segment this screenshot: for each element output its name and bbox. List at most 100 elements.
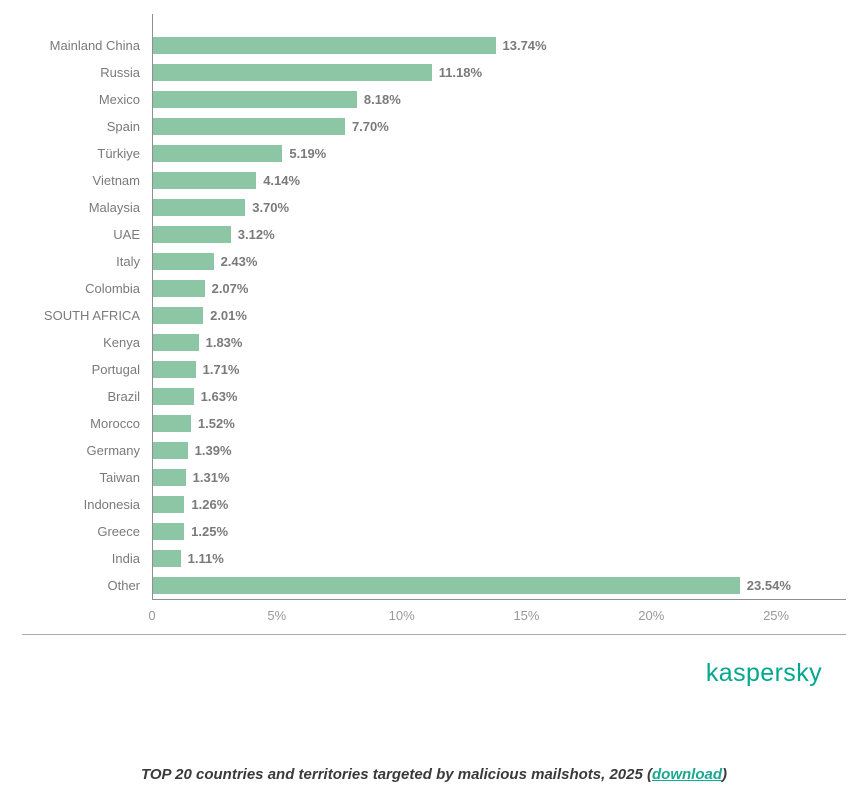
value-label: 1.52% xyxy=(197,416,235,431)
category-label: Morocco xyxy=(90,416,140,431)
bar xyxy=(153,469,186,486)
bar xyxy=(153,118,345,135)
category-label: Vietnam xyxy=(92,173,140,188)
bar xyxy=(153,523,185,540)
bar-row: SOUTH AFRICA 2.01% xyxy=(22,302,846,329)
category-label: Germany xyxy=(86,443,140,458)
category-label: Kenya xyxy=(103,335,140,350)
bar-row: Germany 1.39% xyxy=(22,437,846,464)
value-label: 23.54% xyxy=(746,578,791,593)
value-label: 4.14% xyxy=(263,173,301,188)
bar xyxy=(153,199,246,216)
download-link[interactable]: download xyxy=(652,766,722,783)
caption-text-before: TOP 20 countries and territories targete… xyxy=(140,766,652,783)
x-tick-label: 25% xyxy=(763,608,790,623)
category-label: Russia xyxy=(100,65,140,80)
bar xyxy=(153,577,740,594)
value-label: 1.26% xyxy=(191,497,229,512)
x-axis: 0 5% 10% 15% 20% 25% xyxy=(148,600,846,628)
bar-row: Mexico 8.18% xyxy=(22,86,846,113)
category-label: Spain xyxy=(106,119,140,134)
bar xyxy=(153,307,204,324)
category-label: India xyxy=(111,551,140,566)
bar xyxy=(153,442,188,459)
bar xyxy=(153,64,432,81)
bar-row: Italy 2.43% xyxy=(22,248,846,275)
bar-row: Spain 7.70% xyxy=(22,113,846,140)
value-label: 5.19% xyxy=(289,146,327,161)
value-label: 1.71% xyxy=(202,362,240,377)
bar-row: Kenya 1.83% xyxy=(22,329,846,356)
bar-row: UAE 3.12% xyxy=(22,221,846,248)
bar xyxy=(153,172,257,189)
bar xyxy=(153,145,283,162)
bar xyxy=(153,280,205,297)
value-label: 1.25% xyxy=(191,524,229,539)
value-label: 13.74% xyxy=(502,38,547,53)
bar-row: Türkiye 5.19% xyxy=(22,140,846,167)
value-label: 1.31% xyxy=(192,470,230,485)
bar-row: Greece 1.25% xyxy=(22,518,846,545)
value-label: 2.43% xyxy=(220,254,258,269)
category-label: Other xyxy=(107,578,140,593)
value-label: 11.18% xyxy=(438,65,483,80)
bar-row: India 1.11% xyxy=(22,545,846,572)
category-label: Mainland China xyxy=(49,38,140,53)
x-tick-label: 0 xyxy=(148,608,156,623)
category-label: Italy xyxy=(116,254,140,269)
bar-row: Taiwan 1.31% xyxy=(22,464,846,491)
page: Mainland China 13.74% Russia 11.18% Mexico 8.… xyxy=(0,14,868,812)
value-label: 3.70% xyxy=(252,200,290,215)
bar xyxy=(153,334,199,351)
value-label: 1.83% xyxy=(205,335,243,350)
bar xyxy=(153,496,185,513)
value-label: 1.11% xyxy=(187,551,224,566)
category-label: Taiwan xyxy=(99,470,140,485)
axis-top-spacer xyxy=(22,14,846,32)
category-label: Portugal xyxy=(91,362,140,377)
x-tick-label: 10% xyxy=(388,608,415,623)
category-label: Türkiye xyxy=(97,146,140,161)
bar-row: Indonesia 1.26% xyxy=(22,491,846,518)
bar-row: Morocco 1.52% xyxy=(22,410,846,437)
category-label: Colombia xyxy=(85,281,140,296)
value-label: 7.70% xyxy=(351,119,389,134)
value-label: 1.63% xyxy=(200,389,238,404)
x-axis-line xyxy=(152,599,846,600)
category-label: Indonesia xyxy=(83,497,140,512)
chart-caption: TOP 20 countries and territories targete… xyxy=(0,766,868,783)
bar-row: Brazil 1.63% xyxy=(22,383,846,410)
bar-row: Mainland China 13.74% xyxy=(22,32,846,59)
caption-text-after: ) xyxy=(722,766,727,783)
value-label: 2.07% xyxy=(211,281,249,296)
kaspersky-logo: kaspersky xyxy=(705,659,822,687)
bar xyxy=(153,253,214,270)
category-label: Greece xyxy=(97,524,140,539)
x-tick-label: 15% xyxy=(513,608,540,623)
value-label: 1.39% xyxy=(194,443,232,458)
bar-rows: Mainland China 13.74% Russia 11.18% Mexico 8.… xyxy=(22,14,846,599)
bar xyxy=(153,415,191,432)
category-label: UAE xyxy=(113,227,140,242)
category-label: Malaysia xyxy=(88,200,140,215)
value-label: 8.18% xyxy=(363,92,401,107)
bar-row: Vietnam 4.14% xyxy=(22,167,846,194)
value-label: 2.01% xyxy=(210,308,247,323)
x-tick-label: 5% xyxy=(267,608,287,623)
bar xyxy=(153,388,194,405)
bar xyxy=(153,361,196,378)
bar-row: Malaysia 3.70% xyxy=(22,194,846,221)
bar-row: Colombia 2.07% xyxy=(22,275,846,302)
bar xyxy=(153,550,181,567)
bar-chart: Mainland China 13.74% Russia 11.18% Mexico 8.… xyxy=(22,14,846,628)
bar xyxy=(153,37,496,54)
bar xyxy=(153,91,357,108)
separator-line xyxy=(22,634,846,635)
category-label: Brazil xyxy=(107,389,140,404)
bar-row: Russia 11.18% xyxy=(22,59,846,86)
x-tick-label: 20% xyxy=(638,608,665,623)
value-label: 3.12% xyxy=(237,227,275,242)
category-label: Mexico xyxy=(98,92,140,107)
bar-row: Portugal 1.71% xyxy=(22,356,846,383)
category-label: SOUTH AFRICA xyxy=(43,308,140,323)
